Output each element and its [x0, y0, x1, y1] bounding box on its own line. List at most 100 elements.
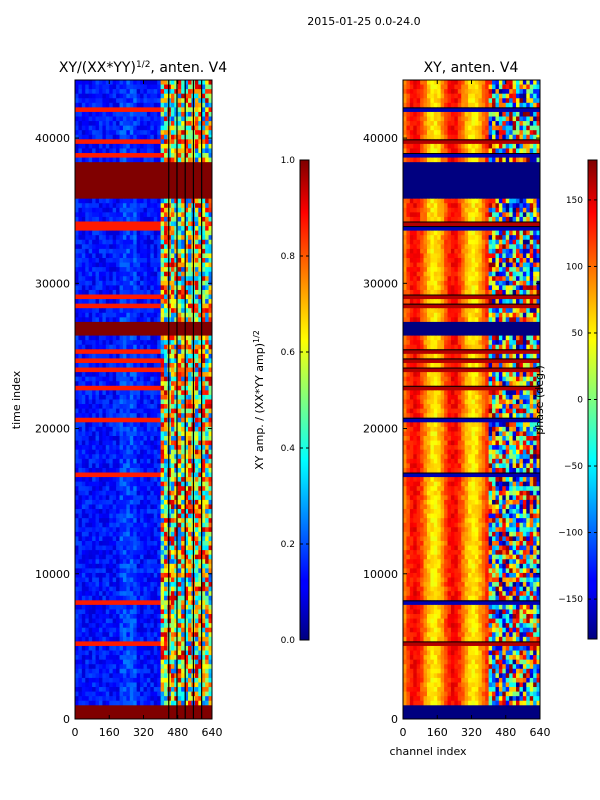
amplitude-cell [119, 486, 124, 492]
amplitude-cell [98, 280, 103, 286]
amplitude-cell [181, 559, 186, 565]
amplitude-cell [116, 504, 121, 510]
amplitude-cell [157, 258, 162, 264]
amplitude-cell [105, 93, 110, 99]
amplitude-cell [170, 431, 175, 437]
amplitude-cell [75, 376, 80, 382]
amplitude-cell [105, 98, 110, 104]
amplitude-cell [109, 385, 114, 391]
amplitude-cell [167, 385, 172, 391]
amplitude-cell [167, 504, 172, 510]
amplitude-cell [174, 148, 179, 154]
amplitude-cell [129, 431, 134, 437]
amplitude-cell [174, 308, 179, 314]
amplitude-cell [188, 527, 193, 533]
amplitude-cell [129, 294, 134, 300]
amplitude-cell [184, 604, 189, 611]
amplitude-cell [140, 157, 145, 163]
amplitude-cell [157, 121, 162, 127]
amplitude-cell [177, 531, 182, 538]
amplitude-cell [88, 98, 93, 104]
amplitude-cell [75, 486, 80, 492]
amplitude-cell [208, 276, 212, 282]
amplitude-cell [177, 89, 182, 95]
amplitude-cell [126, 267, 131, 273]
amplitude-cell [146, 89, 151, 95]
amplitude-cell [133, 632, 138, 638]
amplitude-cell [157, 116, 162, 122]
amplitude-cell [146, 372, 151, 378]
amplitude-cell [150, 381, 155, 387]
amplitude-cell [153, 139, 158, 145]
amplitude-cell [140, 121, 145, 127]
amplitude-cell [112, 381, 117, 387]
amplitude-cell [170, 540, 175, 547]
amplitude-cell [205, 650, 210, 656]
amplitude-cell [119, 216, 124, 223]
amplitude-cell [81, 572, 86, 579]
amplitude-cell [136, 504, 141, 510]
amplitude-cell [143, 436, 148, 442]
amplitude-cell [170, 673, 175, 679]
amplitude-cell [126, 125, 131, 131]
amplitude-cell [184, 102, 189, 108]
amplitude-cell [170, 618, 175, 624]
amplitude-cell [75, 495, 80, 501]
amplitude-cell [188, 157, 193, 163]
amplitude-cell [153, 600, 158, 606]
amplitude-cell [133, 335, 138, 341]
amplitude-cell [201, 563, 206, 569]
amplitude-cell [92, 394, 97, 401]
amplitude-cell [181, 486, 186, 492]
amplitude-cell [170, 454, 175, 460]
amplitude-cell [181, 440, 186, 446]
amplitude-cell [174, 490, 179, 496]
amplitude-cell [146, 467, 151, 474]
amplitude-cell [81, 687, 86, 693]
amplitude-cell [146, 582, 151, 588]
amplitude-cell [119, 641, 124, 647]
amplitude-cell [133, 509, 138, 515]
amplitude-cell [133, 372, 138, 378]
amplitude-cell [126, 93, 131, 99]
amplitude-cell [143, 431, 148, 437]
amplitude-cell [112, 696, 117, 702]
amplitude-cell [78, 554, 83, 560]
amplitude-cell [85, 367, 90, 373]
amplitude-cell [116, 299, 121, 305]
amplitude-cell [150, 618, 155, 624]
amplitude-cell [88, 522, 93, 528]
amplitude-cell [157, 203, 162, 209]
amplitude-cell [160, 107, 165, 113]
amplitude-cell [208, 673, 212, 679]
amplitude-cell [167, 139, 172, 145]
amplitude-cell [157, 463, 162, 469]
amplitude-cell [146, 353, 151, 360]
amplitude-cell [122, 645, 127, 652]
amplitude-cell [78, 591, 83, 597]
amplitude-cell [75, 687, 80, 693]
amplitude-cell [181, 636, 186, 643]
amplitude-cell [157, 609, 162, 615]
amplitude-cell [112, 116, 117, 122]
amplitude-cell [170, 668, 175, 674]
amplitude-cell [143, 267, 148, 273]
amplitude-cell [140, 604, 145, 611]
amplitude-cell [98, 463, 103, 469]
amplitude-cell [102, 207, 107, 213]
amplitude-cell [208, 93, 212, 99]
amplitude-cell [201, 294, 206, 300]
amplitude-cell [95, 248, 100, 255]
amplitude-cell [205, 472, 210, 478]
amplitude-cell [164, 235, 169, 241]
amplitude-cell [143, 577, 148, 583]
amplitude-cell [174, 299, 179, 305]
amplitude-cell [85, 143, 90, 150]
amplitude-cell [78, 490, 83, 496]
amplitude-cell [160, 130, 165, 136]
amplitude-cell [205, 522, 210, 528]
amplitude-cell [92, 116, 97, 122]
amplitude-cell [143, 449, 148, 455]
amplitude-cell [164, 445, 169, 451]
amplitude-cell [92, 522, 97, 528]
